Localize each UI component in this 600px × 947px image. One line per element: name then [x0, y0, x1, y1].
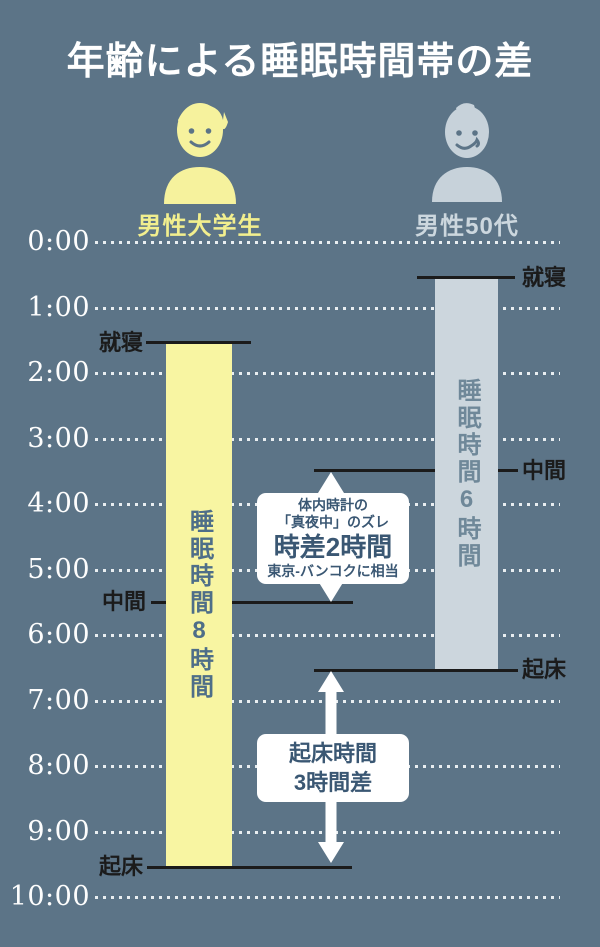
- young-man-bust-icon: [164, 103, 236, 204]
- fifties-wake-label: 起床: [522, 657, 567, 682]
- fifties-duration-label: 睡眠時間6時間: [453, 378, 480, 570]
- midpoint-note-line2: 「真夜中」のズレ: [277, 514, 389, 530]
- dotted-grid-line: [95, 241, 560, 244]
- older-man-bust-icon: [432, 103, 502, 202]
- sleep-bar-student: 睡眠時間8時間: [166, 344, 232, 866]
- midpoint-note-line1: 体内時計の: [298, 497, 368, 513]
- fifties-label: 男性50代: [415, 213, 519, 240]
- student-bedtime-line: [146, 341, 251, 344]
- midpoint-note-line4: 東京-バンコクに相当: [267, 563, 399, 579]
- fifties-midpoint-label: 中間: [522, 458, 567, 483]
- wake-diff-note: 起床時間 3時間差: [257, 734, 409, 802]
- time-tick-label: 1:00: [27, 291, 90, 323]
- wake-note-line2: 3時間差: [293, 770, 373, 795]
- fifties-wake-line: [314, 669, 518, 672]
- fifties-midpoint-line: [314, 469, 518, 472]
- student-midpoint-line: [151, 601, 353, 604]
- sleep-bar-fifties: 睡眠時間6時間: [435, 279, 498, 669]
- time-tick-label: 8:00: [27, 750, 90, 781]
- time-tick-label: 7:00: [27, 684, 90, 716]
- fifties-person-icon: [426, 100, 508, 202]
- student-label: 男性大学生: [137, 213, 263, 240]
- time-tick-label: 5:00: [27, 553, 90, 585]
- fifties-bedtime-line: [417, 276, 515, 279]
- time-tick-label: 6:00: [27, 619, 90, 650]
- time-tick-label: 3:00: [27, 422, 90, 454]
- student-wake-line: [147, 866, 352, 869]
- student-duration-label: 睡眠時間8時間: [185, 509, 213, 701]
- midpoint-diff-note: 体内時計の 「真夜中」のズレ 時差2時間 東京-バンコクに相当: [257, 493, 409, 584]
- student-bedtime-label: 就寝: [98, 330, 143, 355]
- time-tick-label: 9:00: [27, 815, 90, 847]
- student-wake-label: 起床: [98, 854, 143, 879]
- time-tick-label: 0:00: [27, 226, 90, 257]
- dotted-grid-line: [95, 372, 560, 375]
- dotted-grid-line: [95, 634, 560, 637]
- student-midpoint-label: 中間: [101, 589, 146, 614]
- page-title: 年齢による睡眠時間帯の差: [66, 41, 534, 83]
- midpoint-note-headline: 時差2時間: [273, 532, 393, 562]
- time-tick-label: 10:00: [9, 881, 90, 912]
- student-person-icon: [158, 98, 242, 204]
- fifties-bedtime-label: 就寝: [522, 265, 567, 290]
- wake-note-line1: 起床時間: [288, 741, 377, 766]
- time-tick-label: 4:00: [27, 488, 90, 519]
- dotted-grid-line: [95, 437, 560, 441]
- dotted-grid-line: [95, 896, 560, 899]
- time-tick-label: 2:00: [27, 357, 90, 388]
- dotted-grid-line: [95, 306, 560, 310]
